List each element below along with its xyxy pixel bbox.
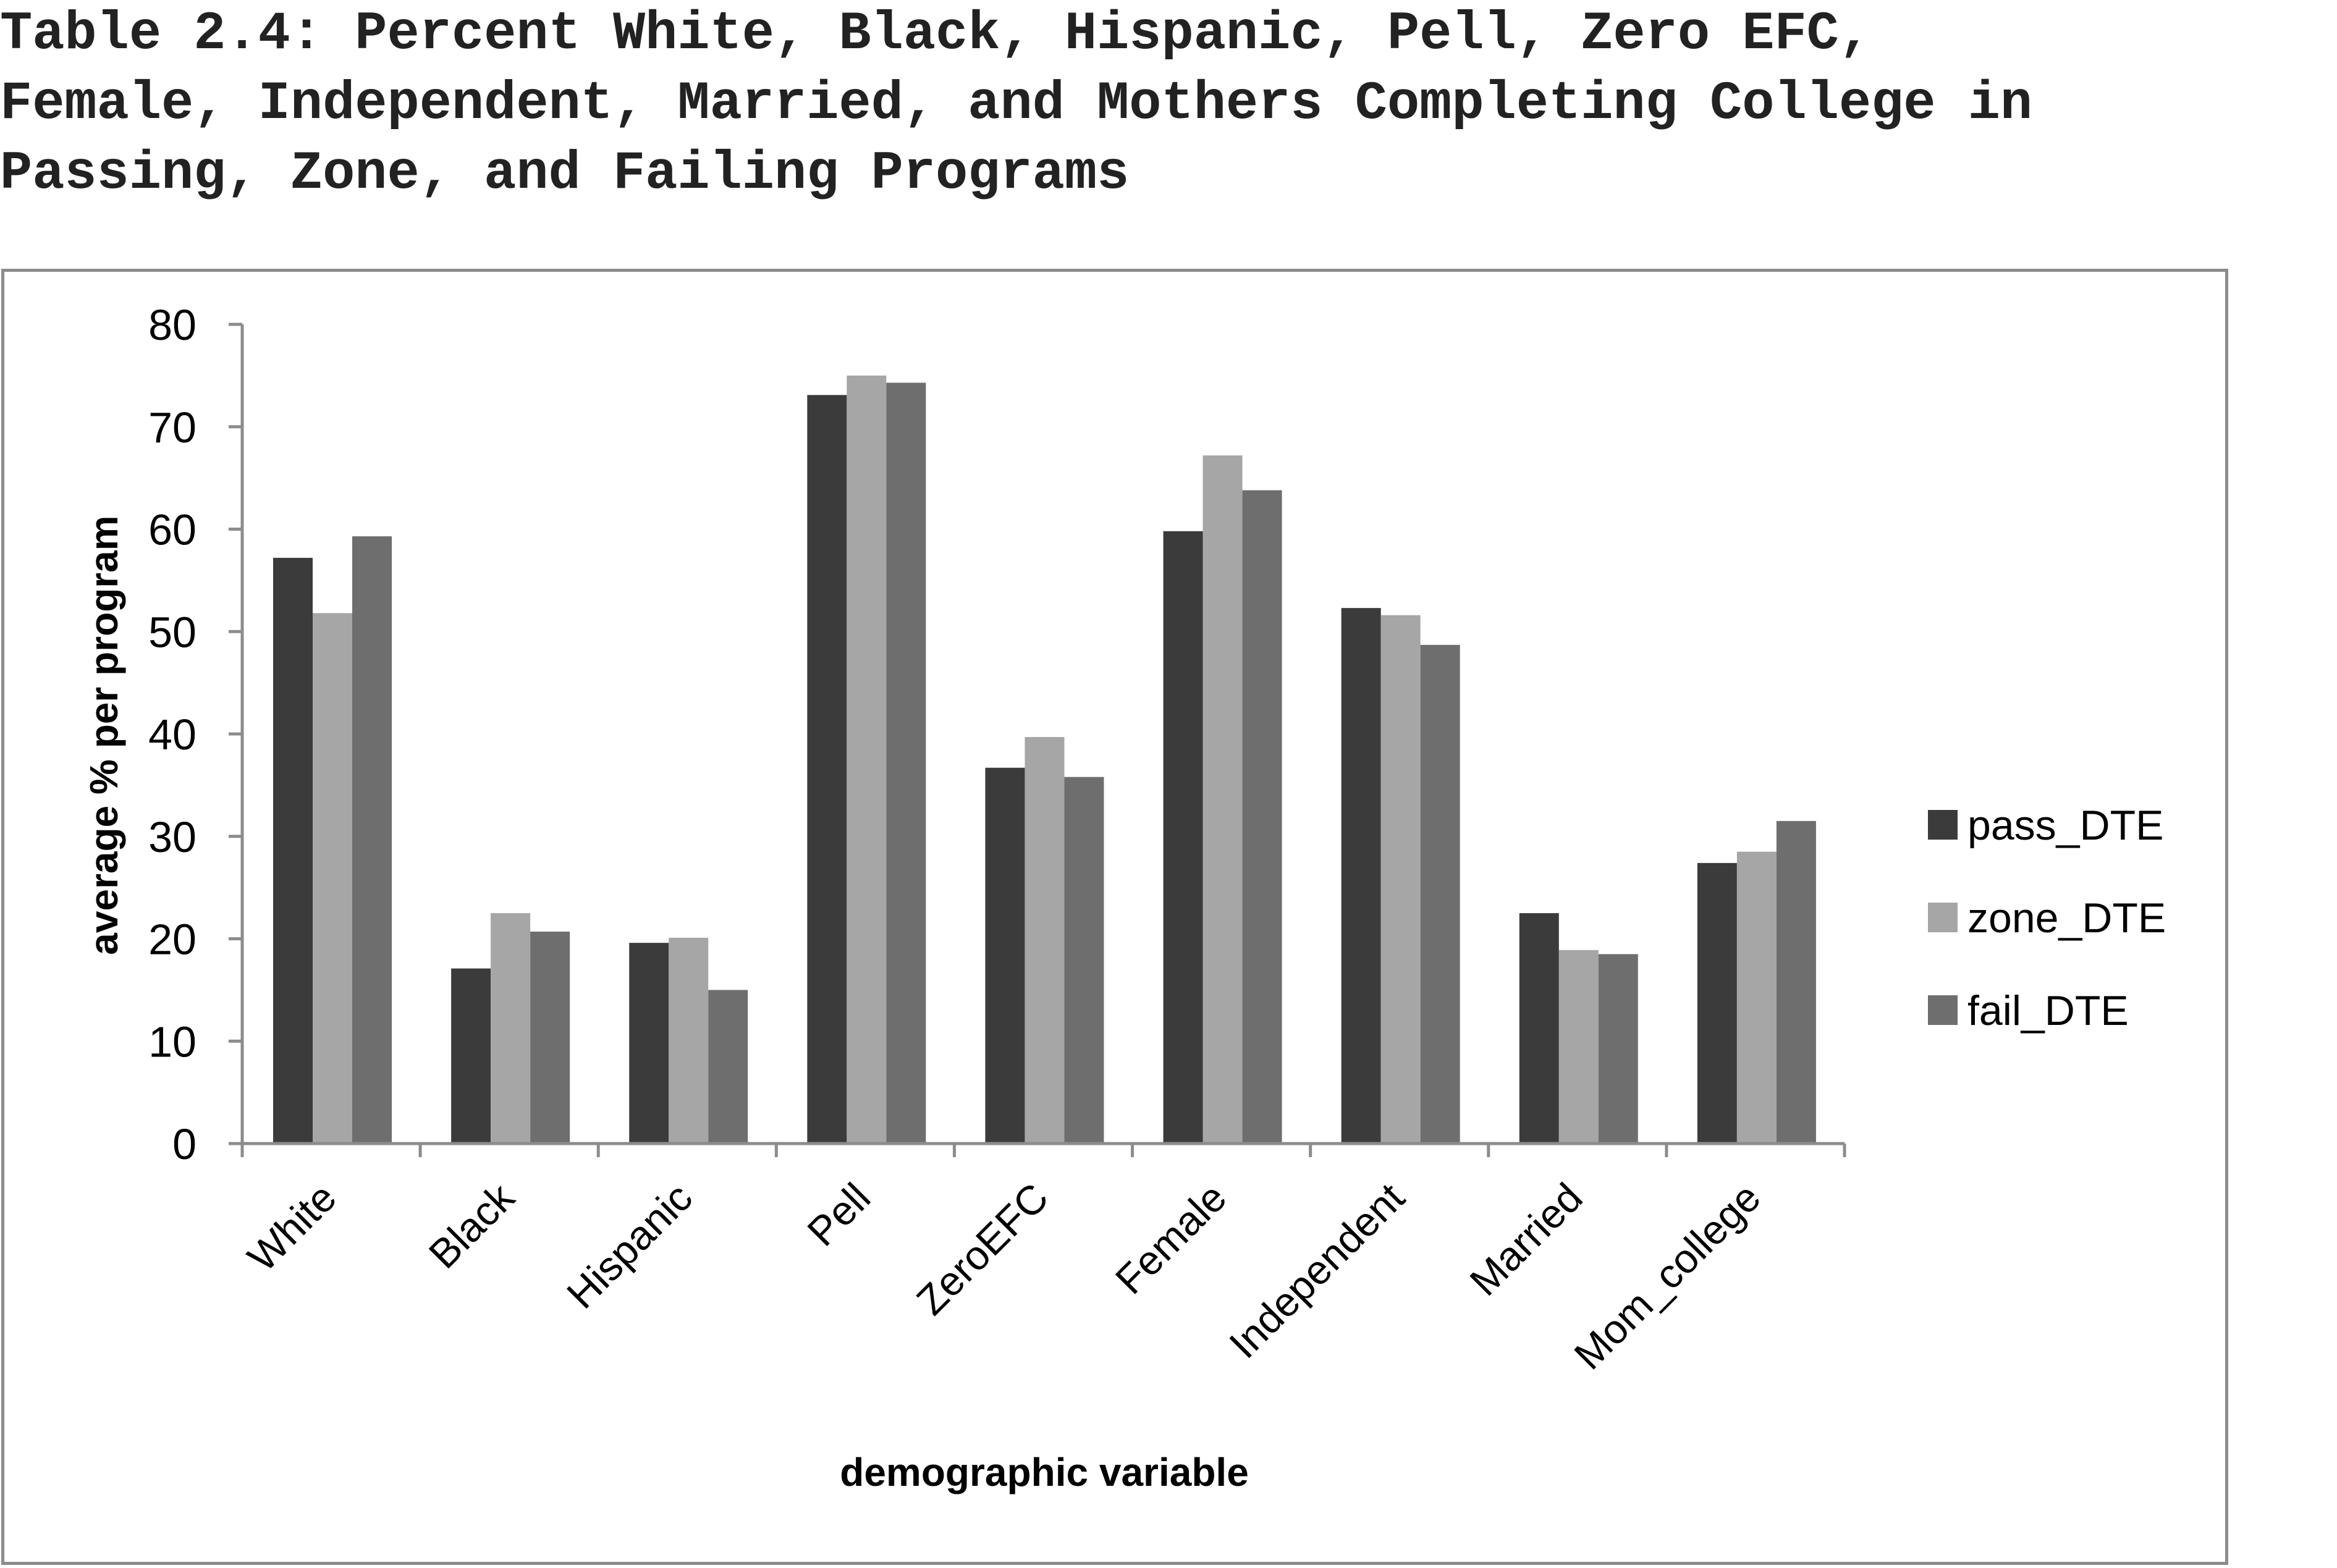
bar-Female-fail_DTE (1242, 490, 1282, 1144)
legend-label-fail_DTE: fail_DTE (1967, 987, 2129, 1034)
bar-Independent-zone_DTE (1380, 615, 1421, 1144)
x-axis-title: demographic variable (840, 1450, 1249, 1494)
bar-Hispanic-fail_DTE (708, 990, 748, 1144)
bars-layer (273, 375, 1816, 1144)
title-line-1: Table 2.4: Percent White, Black, Hispani… (0, 4, 1872, 65)
legend: pass_DTE zone_DTE fail_DTE (1928, 802, 2166, 1034)
title-line-3: Passing, Zone, and Failing Programs (0, 144, 1130, 204)
bar-Independent-pass_DTE (1341, 608, 1381, 1144)
bar-Independent-fail_DTE (1420, 644, 1460, 1144)
bar-Mom_college-pass_DTE (1697, 862, 1737, 1144)
bar-Married-fail_DTE (1598, 954, 1638, 1144)
y-tick-label-30: 30 (148, 813, 197, 861)
x-tick-label-Female: Female (1107, 1174, 1235, 1303)
legend-label-zone_DTE: zone_DTE (1967, 895, 2166, 942)
y-tick-label-80: 80 (148, 301, 197, 349)
bar-Female-zone_DTE (1202, 455, 1243, 1144)
legend-swatch-fail_DTE (1928, 995, 1958, 1025)
page-title: Table 2.4: Percent White, Black, Hispani… (0, 0, 2337, 209)
legend-swatch-pass_DTE (1928, 810, 1958, 840)
bar-Black-pass_DTE (451, 968, 491, 1144)
bar-ZeroEFC-pass_DTE (985, 767, 1025, 1144)
bar-Mom_college-zone_DTE (1736, 851, 1777, 1144)
bar-Pell-zone_DTE (847, 375, 887, 1144)
x-tick-label-Independent: Independent (1220, 1174, 1413, 1367)
bar-Hispanic-zone_DTE (669, 937, 709, 1144)
y-tick-label-40: 40 (148, 710, 197, 759)
y-tick-label-0: 0 (172, 1120, 197, 1168)
bar-Black-zone_DTE (491, 913, 531, 1144)
y-tick-label-50: 50 (148, 608, 197, 656)
legend-label-pass_DTE: pass_DTE (1967, 802, 2163, 849)
x-tick-label-ZeroEFC: ZeroEFC (908, 1174, 1057, 1324)
bar-Pell-pass_DTE (807, 395, 847, 1144)
x-tick-label-Mom_college: Mom_college (1565, 1174, 1769, 1378)
bar-Black-fail_DTE (530, 931, 570, 1144)
title-line-2: Female, Independent, Married, and Mother… (0, 74, 2033, 135)
bar-Pell-fail_DTE (886, 382, 926, 1144)
x-tick-label-Married: Married (1461, 1174, 1591, 1305)
x-tick-label-Pell: Pell (798, 1174, 879, 1255)
bar-Mom_college-fail_DTE (1776, 820, 1816, 1144)
y-tick-label-20: 20 (148, 916, 197, 964)
x-tick-label-White: White (239, 1174, 345, 1281)
x-tick-label-Hispanic: Hispanic (558, 1174, 701, 1317)
y-tick-label-60: 60 (148, 506, 197, 554)
bar-White-pass_DTE (273, 557, 313, 1144)
x-tick-label-Black: Black (420, 1174, 523, 1277)
bar-White-zone_DTE (313, 613, 352, 1144)
bar-Married-zone_DTE (1558, 950, 1599, 1144)
bar-ZeroEFC-fail_DTE (1064, 777, 1104, 1144)
y-tick-label-70: 70 (148, 403, 197, 452)
bar-ZeroEFC-zone_DTE (1025, 736, 1065, 1144)
y-tick-label-10: 10 (148, 1018, 197, 1066)
y-axis-title: average % per program (82, 515, 126, 955)
bar-Female-pass_DTE (1163, 531, 1203, 1144)
legend-swatch-zone_DTE (1928, 903, 1958, 932)
bar-Hispanic-pass_DTE (629, 943, 669, 1144)
bar-Married-pass_DTE (1519, 913, 1559, 1144)
bar-White-fail_DTE (352, 536, 392, 1144)
